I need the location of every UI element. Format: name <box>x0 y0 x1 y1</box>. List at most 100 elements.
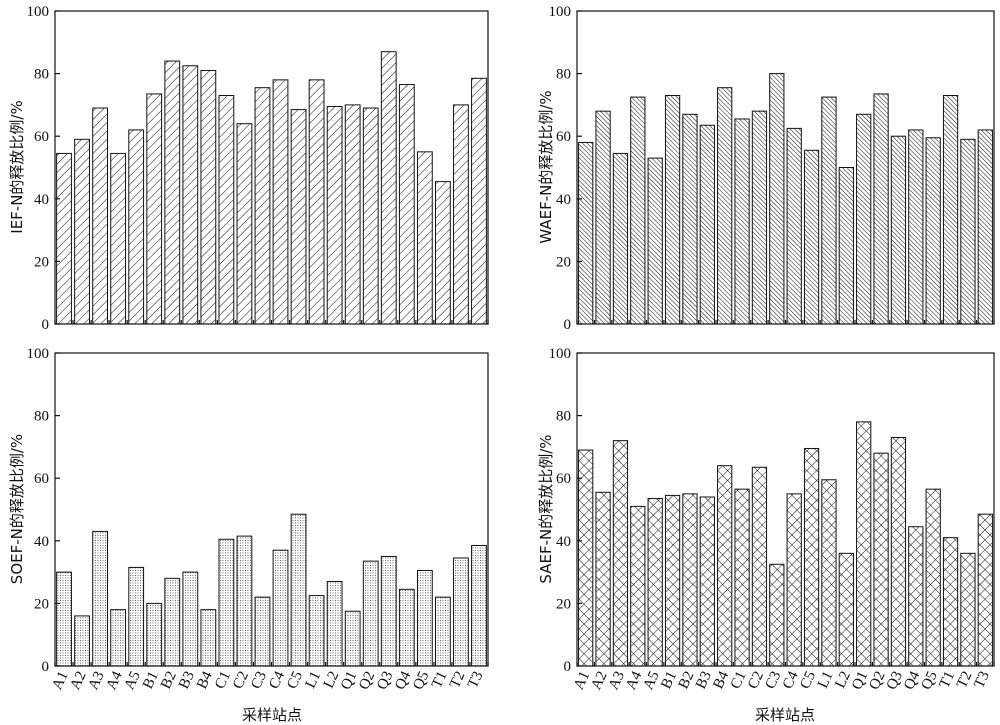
y-tick-label: 40 <box>556 534 571 550</box>
x-tick-label: B2 <box>158 669 180 692</box>
bar-T1 <box>435 596 451 667</box>
bar-C3 <box>254 87 271 325</box>
x-tick-label: A4 <box>623 668 645 692</box>
bar-A5 <box>128 566 145 667</box>
bar-C5 <box>290 109 307 325</box>
bar-L2 <box>326 105 343 325</box>
bar-Q5 <box>416 570 433 667</box>
x-tick-label: Q2 <box>866 669 888 692</box>
y-tick-label: 0 <box>42 317 50 333</box>
bar-C1 <box>218 95 235 325</box>
bar-B4 <box>200 609 217 667</box>
bar-Q1 <box>344 610 361 667</box>
bar-A3 <box>612 440 629 667</box>
bar-C1 <box>218 538 235 667</box>
panel-ief: 0 20 40 60 80 100 IEF-N的释放比例/% <box>8 4 489 333</box>
y-tick-label: 100 <box>549 346 572 362</box>
bar-Q2 <box>362 560 379 667</box>
bar-Q5 <box>925 137 941 325</box>
y-tick-label: 40 <box>556 192 571 208</box>
x-tick-label: B3 <box>693 669 715 692</box>
bar-T2 <box>453 104 469 325</box>
x-tick-label: T1 <box>937 669 959 691</box>
bar-C2 <box>751 466 768 667</box>
y-axis-title: IEF-N的释放比例/% <box>8 100 26 233</box>
bar-T3 <box>977 513 993 667</box>
x-tick-label: B1 <box>658 669 680 692</box>
bar-A4 <box>630 505 646 667</box>
bar-Q2 <box>873 452 889 667</box>
y-tick-label: 80 <box>556 67 571 83</box>
x-tick-label: A3 <box>85 669 107 692</box>
bar-Q4 <box>908 526 924 667</box>
x-tick-label: T2 <box>954 669 976 691</box>
bar-A4 <box>110 152 127 325</box>
x-tick-label: C1 <box>212 669 234 692</box>
bar-L2 <box>838 167 854 325</box>
y-tick-label: 40 <box>34 192 49 208</box>
y-tick-label: 60 <box>556 129 571 145</box>
bar-L1 <box>821 96 837 325</box>
y-axis-title: WAEF-N的释放比例/% <box>537 90 555 243</box>
bar-T3 <box>977 129 993 325</box>
bar-T2 <box>453 557 469 667</box>
bar-Q2 <box>362 107 379 325</box>
y-tick-label: 100 <box>27 4 50 20</box>
y-tick-label: 80 <box>556 409 571 425</box>
bar-T1 <box>942 95 959 325</box>
bar-C5 <box>803 149 820 325</box>
y-axis-title: SAEF-N的释放比例/% <box>537 434 555 583</box>
bar-A2 <box>74 615 90 667</box>
x-tick-label: C5 <box>284 669 306 692</box>
bar-B3 <box>182 65 199 325</box>
bar-C4 <box>272 79 289 325</box>
x-tick-label: C1 <box>728 669 750 692</box>
x-tick-label: C4 <box>780 668 802 691</box>
x-tick-label: B1 <box>140 669 162 692</box>
x-tick-label: Q5 <box>410 669 432 692</box>
bar-Q4 <box>398 84 415 325</box>
bar-B4 <box>717 87 733 325</box>
x-tick-label: C2 <box>230 669 252 692</box>
bar-T3 <box>471 545 487 667</box>
x-tick-label: T2 <box>447 669 469 691</box>
bar-A2 <box>74 138 90 325</box>
bar-Q5 <box>925 488 941 667</box>
y-tick-label: 20 <box>556 596 571 612</box>
bar-L1 <box>821 479 837 667</box>
bar-A3 <box>92 530 108 667</box>
y-tick-label: 80 <box>34 67 49 83</box>
x-tick-label: A1 <box>571 669 593 692</box>
bar-A5 <box>647 157 663 325</box>
x-tick-label: L1 <box>815 669 837 691</box>
bar-A1 <box>578 141 594 325</box>
bar-Q2 <box>873 93 889 325</box>
bar-T2 <box>960 552 976 667</box>
x-tick-label: Q2 <box>356 669 378 692</box>
x-tick-label: A3 <box>606 669 628 692</box>
bar-B1 <box>146 93 163 325</box>
bar-B2 <box>164 577 181 667</box>
bar-A2 <box>595 110 611 325</box>
bar-Q5 <box>416 151 433 325</box>
x-tick-label: A1 <box>49 669 71 692</box>
bar-A5 <box>647 498 663 667</box>
x-tick-label: Q3 <box>374 669 396 692</box>
bar-Q1 <box>344 104 361 325</box>
x-tick-label: Q1 <box>849 669 871 692</box>
bar-T3 <box>471 77 487 325</box>
bar-Q3 <box>380 51 397 325</box>
bar-C3 <box>254 596 271 667</box>
bar-C3 <box>769 563 785 667</box>
bar-A1 <box>56 152 72 325</box>
x-tick-label: B4 <box>710 668 732 691</box>
bar-A2 <box>595 491 611 667</box>
y-tick-label: 60 <box>556 471 571 487</box>
bar-B4 <box>200 69 217 325</box>
bar-L1 <box>308 79 325 325</box>
bar-Q3 <box>380 555 397 667</box>
x-tick-label: T3 <box>971 669 993 691</box>
bar-T1 <box>942 537 959 667</box>
bar-C3 <box>769 73 785 325</box>
